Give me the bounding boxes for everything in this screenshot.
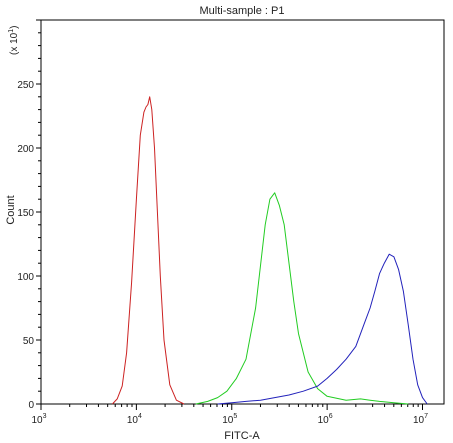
x-tick-label: 105: [222, 413, 237, 426]
x-tick-label: 103: [31, 413, 46, 426]
y-axis-label: Count: [5, 195, 17, 224]
series-line-2: [195, 192, 409, 405]
x-tick-exponent: 3: [43, 413, 47, 420]
y-tick-label: 100: [17, 272, 34, 283]
x-tick-exponent: 7: [424, 413, 428, 420]
x-tick-base: 10: [31, 415, 43, 426]
plot-frame: [40, 19, 445, 405]
y-tick-label: 0: [28, 400, 34, 411]
y-axis-multiplier-prefix: (x 10: [9, 32, 20, 55]
histogram-series: [112, 96, 428, 405]
x-tick-base: 10: [318, 415, 330, 426]
y-tick-label: 250: [17, 80, 34, 91]
series-line-3: [217, 253, 428, 405]
x-axis-ticks: 103 104 105 106 107: [31, 404, 428, 426]
y-axis-ticks: 0 50 100 150 200 250: [17, 19, 41, 411]
x-axis-label: FITC-A: [224, 430, 260, 442]
y-axis-multiplier: (x 101): [8, 26, 20, 55]
y-axis-multiplier-exponent: 1: [8, 29, 15, 33]
y-tick-label: 200: [17, 144, 34, 155]
chart-title: Multi-sample : P1: [200, 5, 285, 17]
x-tick-exponent: 6: [329, 413, 333, 420]
y-tick-label: 50: [23, 336, 35, 347]
x-tick-label: 104: [127, 413, 142, 426]
x-tick-label: 106: [318, 413, 333, 426]
x-tick-base: 10: [127, 415, 139, 426]
x-tick-exponent: 4: [138, 413, 142, 420]
y-tick-label: 150: [17, 208, 34, 219]
x-tick-label: 107: [413, 413, 428, 426]
x-tick-base: 10: [413, 415, 425, 426]
y-axis-multiplier-suffix: ): [9, 26, 20, 29]
x-tick-exponent: 5: [233, 413, 237, 420]
series-line-1: [112, 96, 185, 405]
x-tick-base: 10: [222, 415, 234, 426]
